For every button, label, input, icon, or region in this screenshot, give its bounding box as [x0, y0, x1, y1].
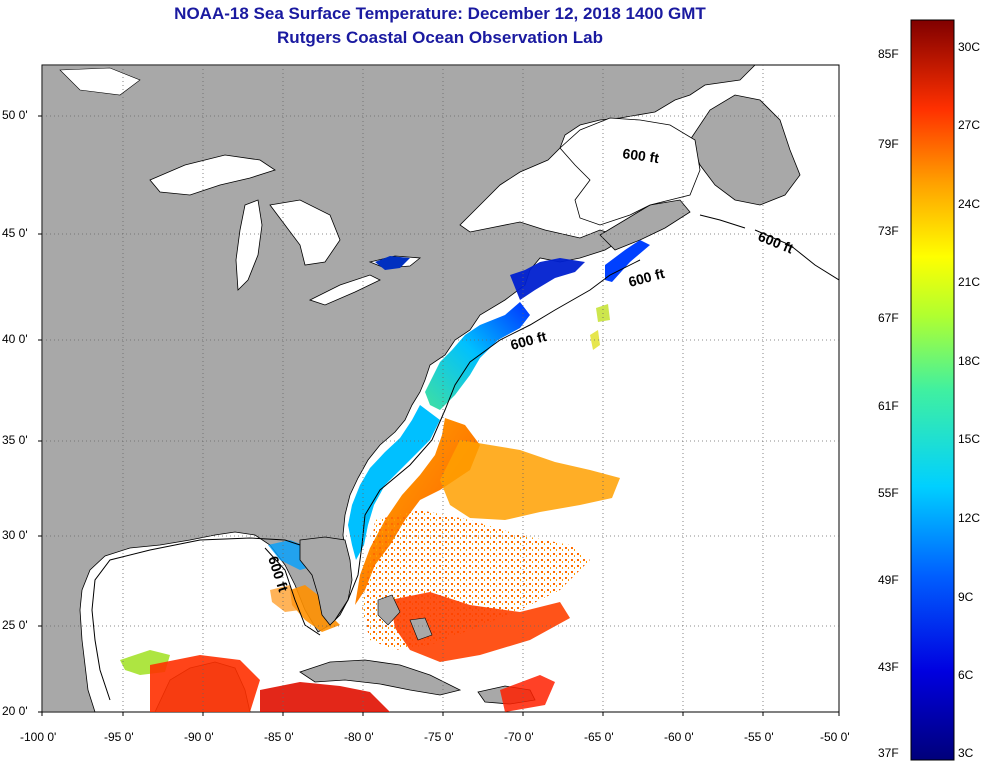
- colorbar-f-label: 73F: [878, 224, 899, 238]
- colorbar-c-label: 3C: [958, 746, 974, 760]
- lon-label: -90 0': [184, 730, 214, 744]
- colorbar-f-label: 43F: [878, 660, 899, 674]
- lon-label: -80 0': [344, 730, 374, 744]
- lon-label: -60 0': [664, 730, 694, 744]
- colorbar-c-label: 18C: [958, 354, 981, 368]
- colorbar-c-label: 24C: [958, 197, 981, 211]
- colorbar-c-label: 6C: [958, 668, 974, 682]
- isobath-600ft-gulf: [91, 537, 301, 701]
- sst-gulf-of-maine: [510, 258, 585, 300]
- lon-label: -85 0': [264, 730, 294, 744]
- lake-huron: [269, 199, 341, 266]
- gulf-st-lawrence: [559, 117, 701, 226]
- lat-label: 40 0': [2, 332, 28, 346]
- colorbar: [910, 19, 955, 761]
- lake-michigan: [235, 199, 263, 291]
- colorbar-c-label: 21C: [958, 275, 981, 289]
- lon-label: -75 0': [424, 730, 454, 744]
- lon-label: -100 0': [20, 730, 57, 744]
- colorbar-f-label: 61F: [878, 399, 899, 413]
- sst-caribbean-red: [260, 682, 390, 712]
- isobath-label: 600 ft: [622, 145, 661, 166]
- colorbar-c-label: 30C: [958, 40, 981, 54]
- lon-label: -55 0': [744, 730, 774, 744]
- sst-st-lawrence: [375, 256, 410, 270]
- axis-ticks: [38, 115, 840, 716]
- lat-label: 35 0': [2, 433, 28, 447]
- sst-sargasso-warm: [440, 440, 620, 520]
- colorbar-f-label: 67F: [878, 311, 899, 325]
- lat-label: 25 0': [2, 618, 28, 632]
- colorbar-c-label: 27C: [958, 118, 981, 132]
- lon-label: -50 0': [820, 730, 850, 744]
- sst-caribbean-warm: [150, 655, 260, 712]
- hudson-bay-white: [59, 67, 141, 96]
- colorbar-f-label: 49F: [878, 573, 899, 587]
- lake-superior: [149, 154, 276, 196]
- sst-bahamas: [390, 592, 570, 662]
- colorbar-f-label: 37F: [878, 746, 899, 760]
- land-north-america: [42, 65, 756, 712]
- lon-label: -95 0': [104, 730, 134, 744]
- colorbar-f-label: 79F: [878, 137, 899, 151]
- lat-label: 30 0': [2, 528, 28, 542]
- land-cuba: [299, 659, 462, 696]
- sst-carolina-shelf: [348, 405, 440, 560]
- colorbar-c-label: 9C: [958, 590, 974, 604]
- lon-label: -65 0': [584, 730, 614, 744]
- lat-label: 50 0': [2, 108, 28, 122]
- land-nova-scotia: [599, 199, 691, 251]
- lon-label: -70 0': [504, 730, 534, 744]
- lake-erie: [308, 274, 381, 306]
- colorbar-c-label: 15C: [958, 432, 981, 446]
- land-newfoundland: [689, 94, 801, 206]
- graticule: [42, 65, 839, 712]
- sst-hispaniola-red: [500, 675, 555, 712]
- isobath-600ft-gulf-east: [264, 547, 321, 636]
- lat-label: 20 0': [2, 704, 28, 718]
- colorbar-f-label: 55F: [878, 486, 899, 500]
- land-bahamas-2: [409, 617, 433, 641]
- colorbar-f-label: 85F: [878, 47, 899, 61]
- land-florida: [299, 536, 353, 626]
- isobath-600ft-atlantic: [334, 214, 839, 621]
- lat-label: 45 0': [2, 226, 28, 240]
- map-title: NOAA-18 Sea Surface Temperature: Decembe…: [174, 4, 706, 23]
- colorbar-c-label: 12C: [958, 511, 981, 525]
- map-subtitle: Rutgers Coastal Ocean Observation Lab: [277, 28, 603, 47]
- land-bahamas: [377, 594, 401, 626]
